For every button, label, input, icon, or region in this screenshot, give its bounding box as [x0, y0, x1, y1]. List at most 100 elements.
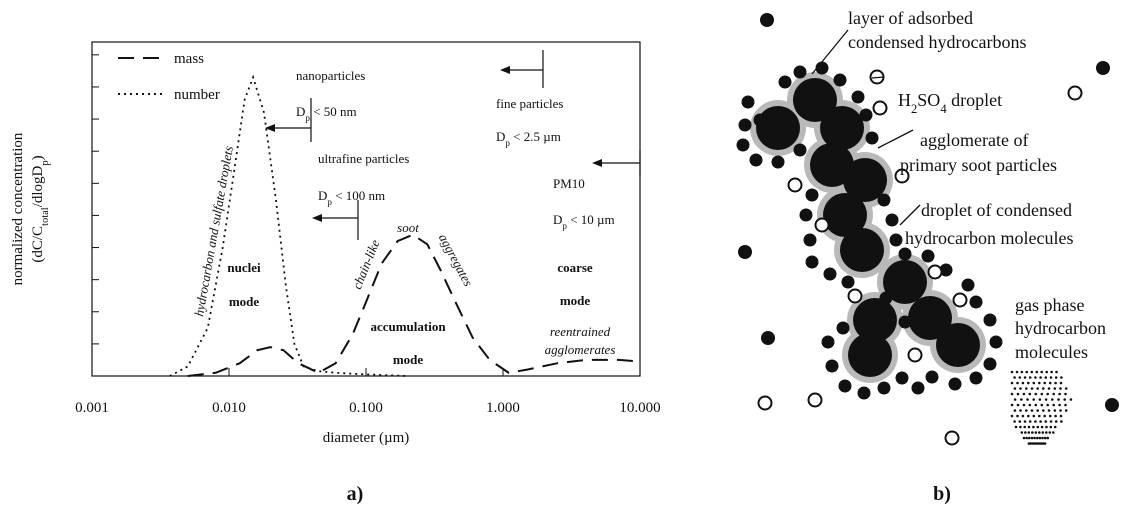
annotation-part: mode: [393, 352, 424, 367]
annotation: mode: [229, 294, 260, 309]
gas-molecule: [1040, 403, 1044, 407]
annotation: coarse: [557, 260, 593, 275]
gas-molecule: [1033, 436, 1036, 440]
hydrocarbon-droplet: [805, 255, 819, 269]
annotation-part: agglomerates: [545, 342, 616, 357]
panel-label: b): [933, 483, 951, 505]
diagram-label: molecules: [1015, 342, 1088, 362]
annotation: mode: [393, 352, 424, 367]
diagram-label-part: H: [898, 90, 911, 110]
gas-molecule: [1016, 381, 1019, 385]
annotation-part: hydrocarbon and sulfate droplets: [191, 145, 236, 318]
gas-molecule: [1052, 392, 1055, 396]
soot-particle: [908, 296, 952, 340]
gas-molecule: [1014, 425, 1018, 429]
gas-molecule: [1053, 409, 1057, 412]
hydrocarbon-droplet: [857, 386, 871, 400]
arrow-head: [265, 124, 275, 132]
gas-molecule: [1032, 425, 1035, 429]
gas-molecule: [1027, 431, 1031, 434]
gas-molecule: [1034, 442, 1038, 445]
gas-molecule: [1013, 398, 1017, 401]
sulfate-droplet: [787, 177, 803, 193]
hydrocarbon-droplet: [865, 131, 879, 145]
annotation-part: nanoparticles: [296, 68, 365, 83]
y-axis-label-part: (dC/C: [30, 226, 46, 263]
diagram-label-part: 4: [940, 102, 947, 116]
leader-line: [811, 29, 849, 75]
hydrocarbon-droplet: [760, 13, 774, 27]
gas-molecule: [1022, 436, 1026, 440]
hydrocarbon-droplet: [833, 73, 847, 87]
gas-molecule: [1050, 370, 1053, 374]
gas-molecule: [1052, 403, 1055, 407]
gas-molecule: [1036, 425, 1040, 429]
hydrocarbon-droplet: [753, 113, 767, 127]
legend-label: number: [174, 87, 220, 103]
soot-particle: [810, 143, 854, 187]
hydrocarbon-droplet: [841, 275, 855, 289]
leader-line: [871, 76, 885, 79]
gas-molecule: [1027, 442, 1031, 445]
sulfate-droplet: [894, 168, 910, 184]
gas-molecule: [1042, 442, 1045, 445]
gas-molecule: [1027, 414, 1030, 418]
hydrocarbon-droplet: [838, 379, 852, 393]
gas-molecule: [1046, 436, 1050, 440]
hydrocarbon-droplet: [1105, 398, 1119, 412]
annotation-part: D: [496, 129, 505, 144]
gas-molecule: [1018, 376, 1022, 379]
sulfate-droplet: [927, 264, 943, 280]
gas-molecule: [1043, 442, 1047, 445]
gas-molecule: [1057, 398, 1060, 401]
hydrocarbon-droplet: [799, 208, 813, 222]
hydrocarbon-droplet: [911, 381, 925, 395]
diagram-label-part: 2: [911, 102, 917, 116]
soot-particle: [843, 158, 887, 202]
sulfate-droplet: [944, 430, 960, 446]
annotation-part: PM10: [553, 176, 585, 191]
annotation-part: reentrained: [550, 324, 611, 339]
annotation: Dp < 2.5 µm: [496, 129, 561, 148]
gas-molecule: [1058, 392, 1061, 396]
hydrocarbon-droplet: [823, 267, 837, 281]
gas-molecule: [1040, 442, 1043, 445]
gas-molecule: [1054, 381, 1057, 385]
gas-molecule: [1036, 442, 1040, 445]
diagram-label: hydrocarbon molecules: [905, 228, 1073, 248]
hydrocarbon-droplet: [885, 213, 899, 227]
diagram-label-part: primary soot particles: [900, 155, 1057, 175]
sulfate-droplet: [807, 392, 823, 408]
hydrocarbon-droplet: [1096, 61, 1110, 75]
gas-molecule: [1010, 381, 1014, 385]
gas-molecule: [1021, 381, 1025, 385]
gas-molecule: [1041, 436, 1044, 440]
y-axis-label-part: total: [40, 207, 51, 226]
hydrocarbon-droplet: [921, 249, 935, 263]
y-axis-label-part: /dlogD: [30, 165, 46, 207]
hydrocarbon-droplet: [738, 118, 752, 132]
gas-molecule: [1027, 381, 1030, 385]
gas-molecule: [1045, 425, 1048, 429]
gas-molecule: [1027, 425, 1031, 429]
gas-molecule: [1013, 387, 1017, 390]
gas-molecule: [1064, 403, 1067, 407]
hydrocarbon-droplet: [736, 138, 750, 152]
gas-molecule: [1049, 376, 1053, 379]
hydrocarbon-droplet: [821, 335, 835, 349]
gas-molecule: [1043, 436, 1047, 440]
annotation-part: D: [318, 188, 327, 203]
gas-molecule: [1034, 376, 1037, 379]
hydrocarbon-droplet: [877, 381, 891, 395]
annotation-part: < 50 nm: [310, 104, 357, 119]
y-axis-label: (dC/Ctotal/dlogDp): [30, 155, 51, 262]
annotation-part: accumulation: [370, 319, 446, 334]
gas-molecule: [1032, 381, 1036, 385]
gas-molecule: [1016, 414, 1019, 418]
arrow-head: [312, 214, 322, 222]
soot-particle: [936, 323, 980, 367]
gas-molecule: [1046, 403, 1049, 407]
y-axis-label: normalized concentration: [10, 132, 26, 285]
gas-molecule: [1053, 425, 1057, 429]
gas-molecule: [1049, 425, 1053, 429]
